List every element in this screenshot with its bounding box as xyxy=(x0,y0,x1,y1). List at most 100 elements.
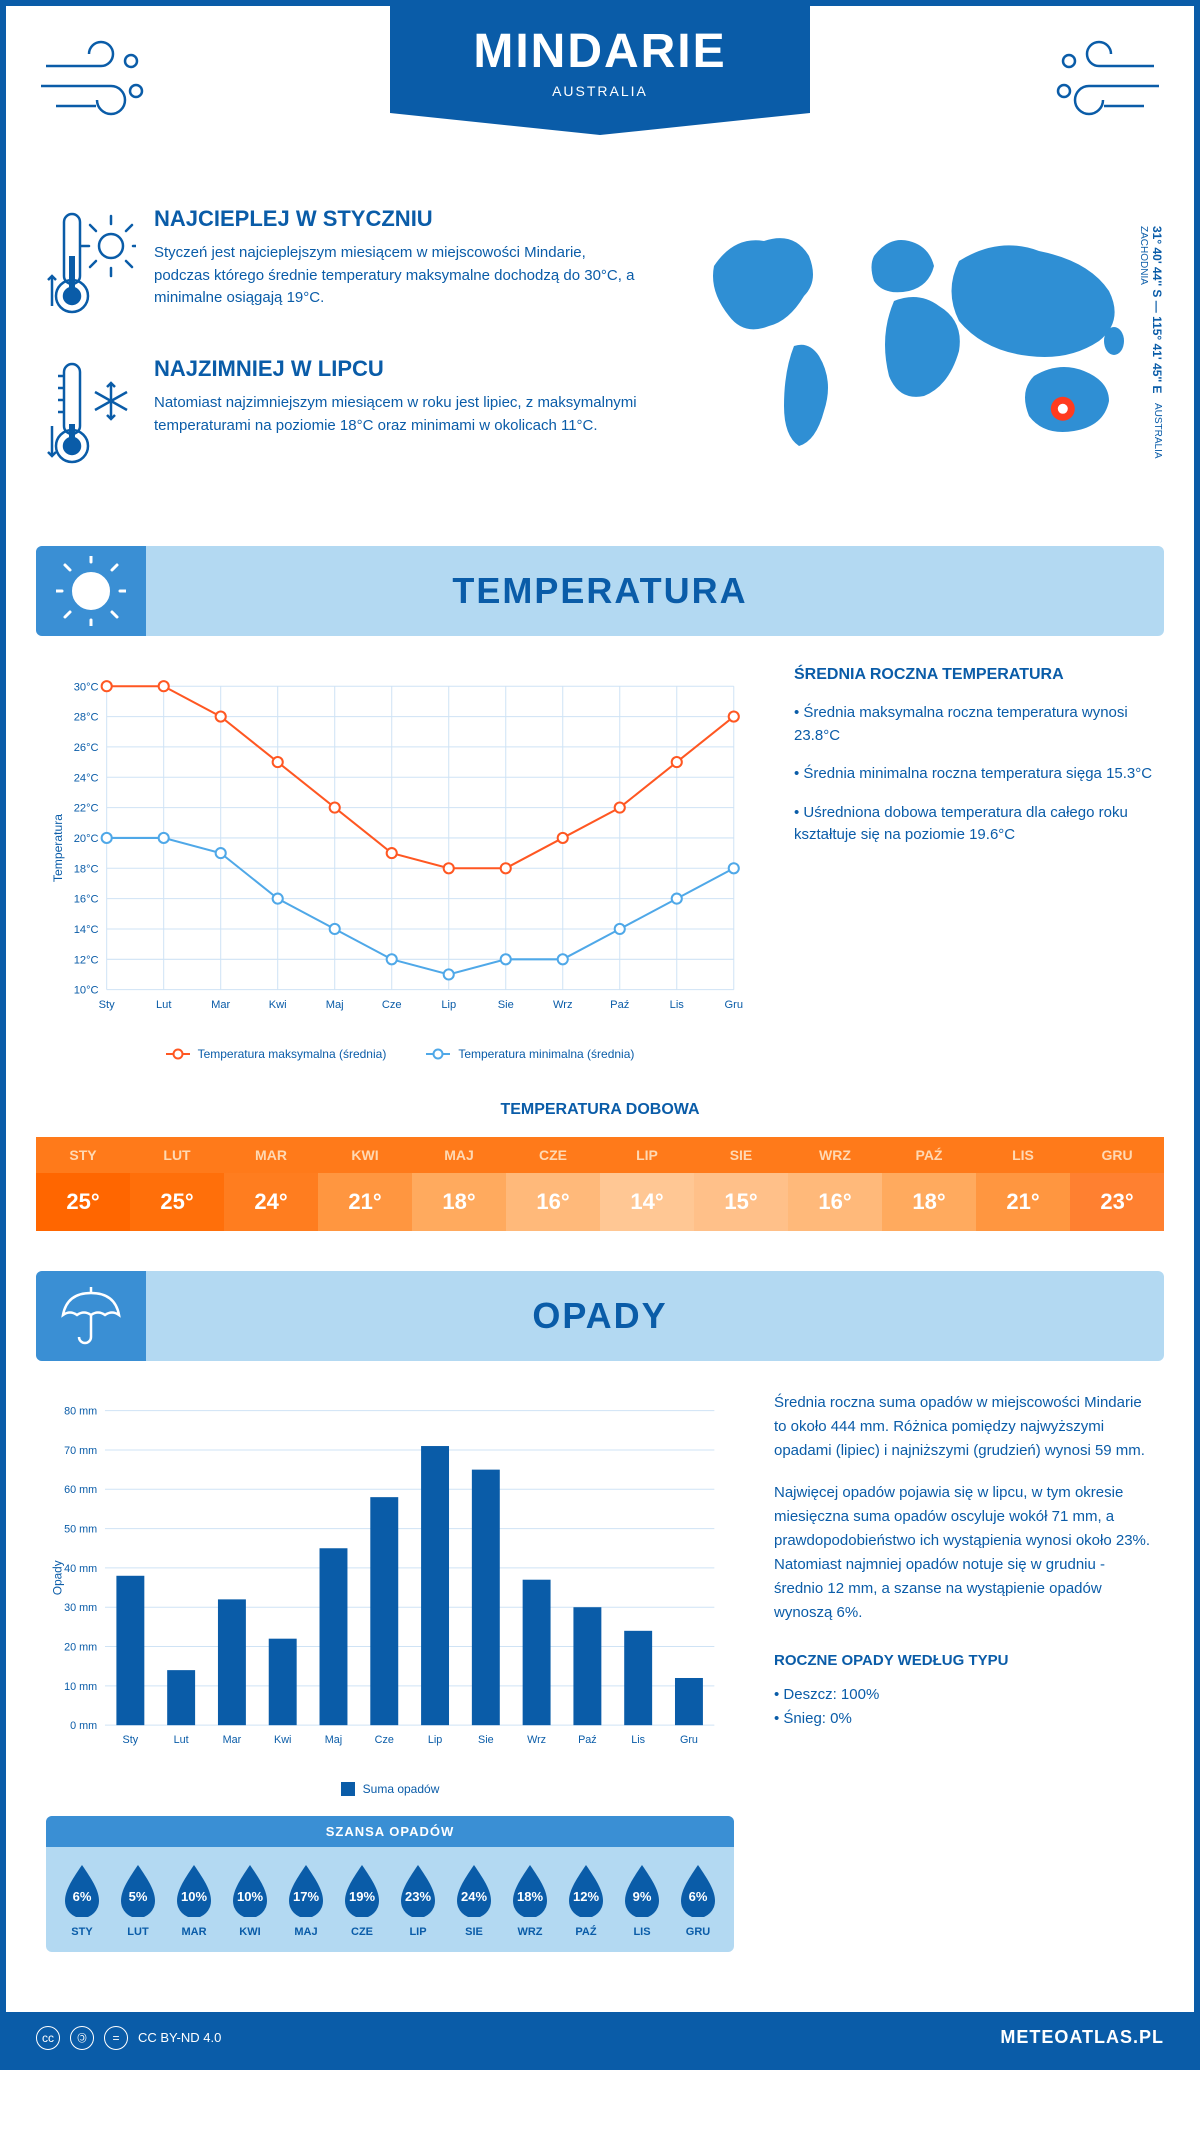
svg-text:Sty: Sty xyxy=(99,999,115,1011)
chance-value: 6% xyxy=(73,1889,92,1904)
rain-chance-drop: 6%GRU xyxy=(672,1861,724,1938)
chance-value: 19% xyxy=(349,1889,375,1904)
svg-text:10 mm: 10 mm xyxy=(64,1681,97,1693)
chance-month: KWI xyxy=(224,1926,276,1938)
chance-value: 24% xyxy=(461,1889,487,1904)
site-name: METEOATLAS.PL xyxy=(1000,2027,1164,2048)
svg-text:Lut: Lut xyxy=(156,999,171,1011)
svg-text:60 mm: 60 mm xyxy=(64,1484,97,1496)
rain-chance-drop: 17%MAJ xyxy=(280,1861,332,1938)
svg-text:Paź: Paź xyxy=(610,999,629,1011)
svg-text:28°C: 28°C xyxy=(74,712,99,724)
chance-value: 5% xyxy=(129,1889,148,1904)
daily-month: GRU xyxy=(1070,1137,1164,1173)
precip-p1: Średnia roczna suma opadów w miejscowośc… xyxy=(774,1391,1154,1463)
daily-value: 14° xyxy=(600,1173,694,1231)
chance-month: LIS xyxy=(616,1926,668,1938)
svg-text:70 mm: 70 mm xyxy=(64,1445,97,1457)
coordinates: 31° 40' 44'' S — 115° 41' 45'' E AUSTRAL… xyxy=(1136,226,1164,506)
svg-text:Kwi: Kwi xyxy=(269,999,287,1011)
svg-text:20 mm: 20 mm xyxy=(64,1642,97,1654)
chance-month: SIE xyxy=(448,1926,500,1938)
svg-text:80 mm: 80 mm xyxy=(64,1406,97,1418)
sun-icon xyxy=(36,546,146,636)
coldest-text: Natomiast najzimniejszym miesiącem w rok… xyxy=(154,392,644,437)
nd-icon: = xyxy=(104,2026,128,2050)
svg-text:Gru: Gru xyxy=(725,999,744,1011)
rain-chance-drop: 10%KWI xyxy=(224,1861,276,1938)
rain-chance-drop: 12%PAŹ xyxy=(560,1861,612,1938)
thermometer-snow-icon xyxy=(46,356,136,476)
license: cc 🄯 = CC BY-ND 4.0 xyxy=(36,2026,221,2050)
precip-legend-label: Suma opadów xyxy=(363,1782,440,1796)
svg-text:Wrz: Wrz xyxy=(553,999,573,1011)
legend-max-label: Temperatura maksymalna (średnia) xyxy=(198,1047,387,1061)
umbrella-icon xyxy=(36,1271,146,1361)
section-title: OPADY xyxy=(532,1295,667,1337)
thermometer-sun-icon xyxy=(46,206,136,326)
header: MINDARIE AUSTRALIA xyxy=(6,6,1194,186)
svg-text:24°C: 24°C xyxy=(74,772,99,784)
svg-text:30 mm: 30 mm xyxy=(64,1602,97,1614)
country-name: AUSTRALIA xyxy=(390,83,810,99)
svg-text:Mar: Mar xyxy=(211,999,230,1011)
daily-value: 21° xyxy=(976,1173,1070,1231)
svg-text:Lut: Lut xyxy=(174,1734,189,1746)
daily-month: LIP xyxy=(600,1137,694,1173)
chance-value: 10% xyxy=(181,1889,207,1904)
page: MINDARIE AUSTRALIA xyxy=(0,0,1200,2070)
chance-month: MAJ xyxy=(280,1926,332,1938)
temperature-chart: 10°C12°C14°C16°C18°C20°C22°C24°C26°C28°C… xyxy=(46,666,754,1061)
summary-title: ŚREDNIA ROCZNA TEMPERATURA xyxy=(794,666,1154,684)
daily-value: 25° xyxy=(130,1173,224,1231)
chance-month: GRU xyxy=(672,1926,724,1938)
svg-text:Lis: Lis xyxy=(670,999,685,1011)
chance-month: LUT xyxy=(112,1926,164,1938)
daily-value: 18° xyxy=(412,1173,506,1231)
precipitation-chart: 0 mm 10 mm 20 mm 30 mm 40 mm 50 mm 60 mm 70 mm 8… xyxy=(46,1391,734,1764)
precip-type-item: • Śnieg: 0% xyxy=(774,1707,1154,1731)
coldest-block: NAJZIMNIEJ W LIPCU Natomiast najzimniejs… xyxy=(46,356,644,476)
svg-text:Cze: Cze xyxy=(382,999,402,1011)
svg-text:50 mm: 50 mm xyxy=(64,1524,97,1536)
rain-chance-drop: 5% LUT xyxy=(112,1861,164,1938)
svg-text:Lip: Lip xyxy=(428,1734,442,1746)
chance-value: 9% xyxy=(633,1889,652,1904)
daily-month: STY xyxy=(36,1137,130,1173)
warmest-title: NAJCIEPLEJ W STYCZNIU xyxy=(154,206,644,232)
rain-chance-drop: 6%STY xyxy=(56,1861,108,1938)
daily-value: 18° xyxy=(882,1173,976,1231)
svg-text:Cze: Cze xyxy=(375,1734,394,1746)
svg-text:18°C: 18°C xyxy=(74,863,99,875)
coord-value: 31° 40' 44'' S — 115° 41' 45'' E xyxy=(1150,226,1164,394)
title-banner: MINDARIE AUSTRALIA xyxy=(390,6,810,113)
daily-month: MAJ xyxy=(412,1137,506,1173)
daily-month: KWI xyxy=(318,1137,412,1173)
svg-text:12°C: 12°C xyxy=(74,954,99,966)
svg-text:0 mm: 0 mm xyxy=(70,1720,97,1732)
daily-value: 15° xyxy=(694,1173,788,1231)
precip-type-item: • Deszcz: 100% xyxy=(774,1683,1154,1707)
svg-text:Gru: Gru xyxy=(680,1734,698,1746)
daily-value: 21° xyxy=(318,1173,412,1231)
svg-text:10°C: 10°C xyxy=(74,985,99,997)
chance-month: CZE xyxy=(336,1926,388,1938)
svg-text:14°C: 14°C xyxy=(74,924,99,936)
summary-item: • Średnia minimalna roczna temperatura s… xyxy=(794,763,1154,786)
rain-chance-drop: 10%MAR xyxy=(168,1861,220,1938)
chance-month: LIP xyxy=(392,1926,444,1938)
chance-value: 23% xyxy=(405,1889,431,1904)
chance-title: SZANSA OPADÓW xyxy=(46,1816,734,1847)
temperature-summary: ŚREDNIA ROCZNA TEMPERATURA • Średnia mak… xyxy=(794,666,1154,1061)
svg-text:40 mm: 40 mm xyxy=(64,1563,97,1575)
rain-chance-box: SZANSA OPADÓW 6%STY5%LUT10%MAR10%KWI17%M… xyxy=(46,1816,734,1952)
svg-text:Paź: Paź xyxy=(578,1734,597,1746)
chance-value: 12% xyxy=(573,1889,599,1904)
svg-text:Wrz: Wrz xyxy=(527,1734,546,1746)
wind-icon xyxy=(1044,36,1164,126)
svg-text:26°C: 26°C xyxy=(74,742,99,754)
daily-month: LIS xyxy=(976,1137,1070,1173)
legend-min-label: Temperatura minimalna (średnia) xyxy=(458,1047,634,1061)
svg-text:Maj: Maj xyxy=(325,1734,342,1746)
daily-month: CZE xyxy=(506,1137,600,1173)
